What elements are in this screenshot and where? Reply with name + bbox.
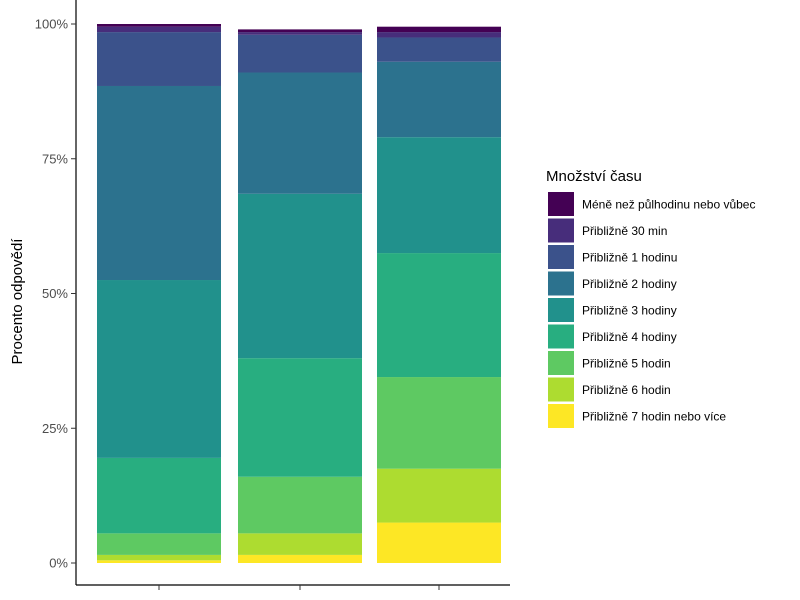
bar-segment — [97, 32, 221, 86]
legend-swatch — [548, 377, 574, 402]
bar-segment — [238, 29, 362, 33]
bar-segment — [377, 26, 501, 33]
legend-item: Přibližně 30 min — [548, 218, 667, 243]
bars-layer — [97, 24, 501, 563]
bar-segment — [97, 560, 221, 563]
bar-segment — [377, 468, 501, 523]
legend-label: Méně než půlhodinu nebo vůbec — [582, 198, 755, 212]
legend-item: Přibližně 6 hodin — [548, 377, 671, 402]
bar-segment — [238, 193, 362, 359]
bar-segment — [97, 26, 221, 33]
legend-swatch — [548, 324, 574, 349]
legend-item: Přibližně 2 hodiny — [548, 271, 677, 296]
legend-swatch — [548, 404, 574, 428]
legend-swatch — [548, 218, 574, 243]
bar-segment — [238, 358, 362, 477]
legend-swatch — [548, 271, 574, 296]
bar-stack-3 — [377, 26, 501, 563]
legend-label: Přibližně 6 hodin — [582, 383, 671, 397]
bar-stack-2 — [238, 29, 362, 563]
legend: Množství času Méně než půlhodinu nebo vů… — [546, 168, 755, 428]
bar-segment — [97, 24, 221, 27]
legend-item: Přibližně 3 hodiny — [548, 298, 677, 322]
bar-segment — [377, 377, 501, 469]
legend-label: Přibližně 7 hodin nebo více — [582, 410, 726, 424]
bar-segment — [238, 554, 362, 563]
y-tick-label: 75% — [42, 151, 68, 166]
legend-item: Přibližně 1 hodinu — [548, 245, 677, 269]
bar-segment — [97, 457, 221, 534]
legend-swatch — [548, 298, 574, 322]
legend-swatch — [548, 192, 574, 216]
bar-segment — [377, 522, 501, 563]
x-ticks — [158, 585, 440, 590]
legend-label: Přibližně 3 hodiny — [582, 304, 677, 318]
bar-segment — [238, 34, 362, 73]
y-tick-label: 100% — [35, 17, 69, 32]
legend-swatch — [548, 245, 574, 269]
y-tick-label: 0% — [49, 556, 68, 571]
legend-label: Přibližně 5 hodin — [582, 357, 671, 371]
bar-segment — [97, 280, 221, 458]
bar-segment — [377, 253, 501, 378]
y-tick-label: 50% — [42, 286, 68, 301]
legend-item: Přibližně 7 hodin nebo více — [548, 404, 726, 428]
bar-segment — [238, 533, 362, 555]
bar-segment — [97, 554, 221, 561]
legend-label: Přibližně 1 hodinu — [582, 251, 677, 265]
bar-segment — [377, 61, 501, 138]
y-axis-title: Procento odpovědí — [9, 238, 26, 365]
y-ticks: 0% 25% 50% 75% 100% — [35, 17, 76, 571]
legend-item: Přibližně 4 hodiny — [548, 324, 677, 349]
bar-stack-1 — [97, 24, 221, 563]
legend-label: Přibližně 30 min — [582, 224, 667, 238]
bar-segment — [377, 37, 501, 62]
bar-segment — [377, 32, 501, 38]
bar-segment — [97, 85, 221, 281]
bar-segment — [238, 476, 362, 534]
bar-segment — [377, 137, 501, 254]
y-tick-label: 25% — [42, 421, 68, 436]
legend-label: Přibližně 2 hodiny — [582, 277, 677, 291]
bar-segment — [238, 32, 362, 35]
legend-label: Přibližně 4 hodiny — [582, 330, 677, 344]
legend-item: Méně než půlhodinu nebo vůbec — [548, 192, 755, 216]
legend-item: Přibližně 5 hodin — [548, 351, 671, 375]
legend-swatch — [548, 351, 574, 375]
axes-layer — [75, 0, 510, 586]
bar-segment — [238, 72, 362, 194]
legend-title: Množství času — [546, 168, 642, 185]
bar-segment — [97, 533, 221, 555]
